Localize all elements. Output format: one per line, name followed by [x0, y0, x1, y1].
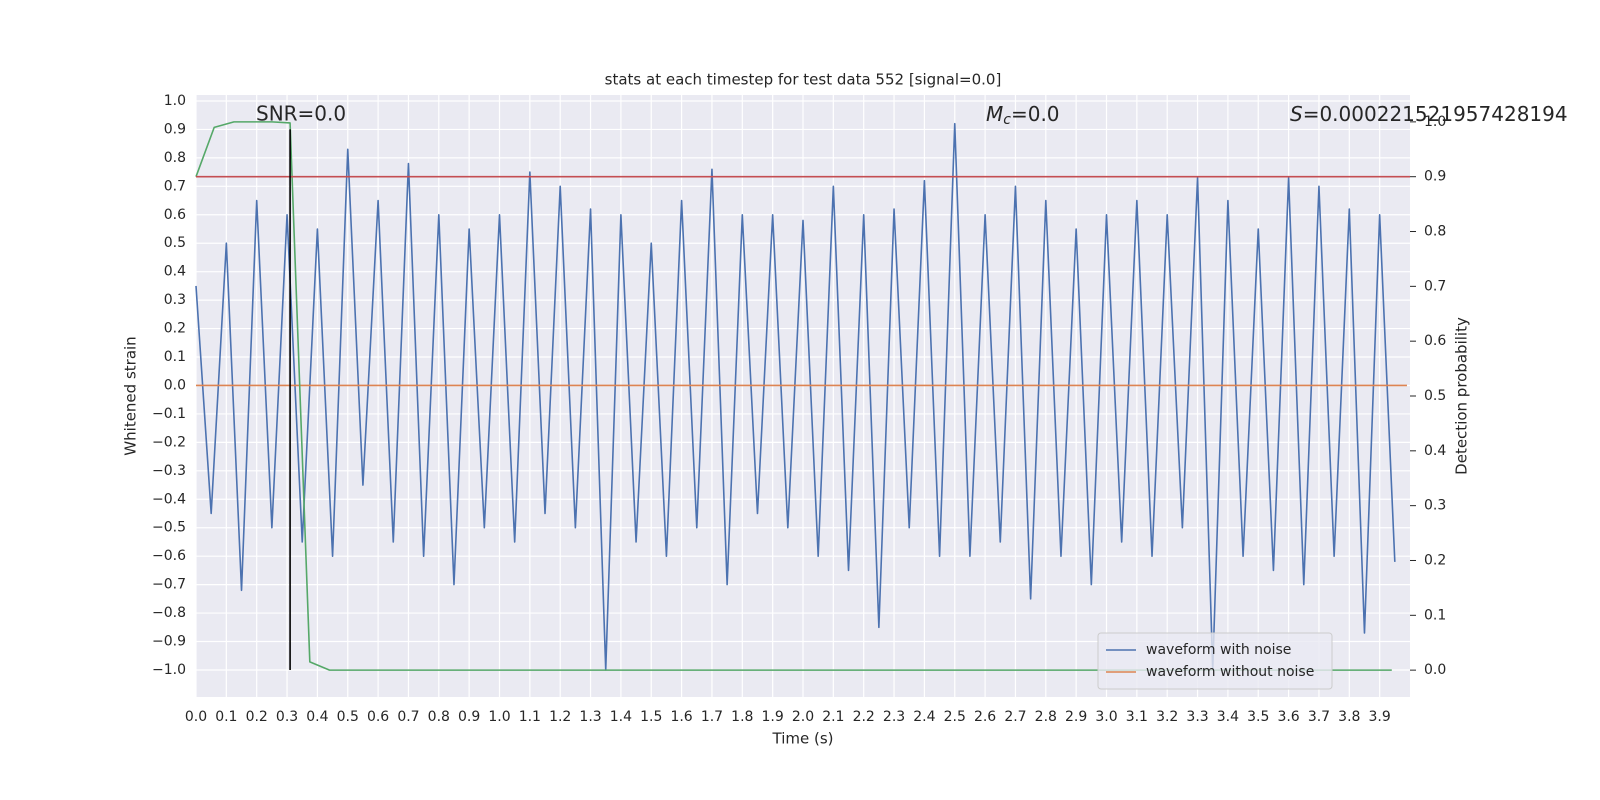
- x-tick-label: 0.4: [306, 709, 328, 725]
- x-tick-label: 1.2: [549, 709, 571, 725]
- x-tick-label: 2.1: [822, 709, 844, 725]
- y-tick-label: −0.4: [152, 491, 186, 507]
- y-tick-label: −0.1: [152, 406, 186, 422]
- x-tick-label: 2.2: [853, 709, 875, 725]
- x-tick-label: 3.8: [1338, 709, 1360, 725]
- x-tick-label: 0.2: [246, 709, 268, 725]
- y2-tick-label: 0.4: [1424, 443, 1446, 459]
- x-tick-label: 0.8: [428, 709, 450, 725]
- y2-tick-label: 0.2: [1424, 552, 1446, 568]
- y-tick-label: 0.6: [164, 207, 186, 223]
- x-tick-label: 1.4: [610, 709, 632, 725]
- y-tick-label: 0.1: [164, 349, 186, 365]
- annotation-part: =0.000221521957428194: [1303, 102, 1568, 126]
- x-tick-label: 0.6: [367, 709, 389, 725]
- annotation-part: =0.0: [1011, 102, 1060, 126]
- x-tick-label: 3.0: [1095, 709, 1117, 725]
- x-tick-label: 3.5: [1247, 709, 1269, 725]
- y2-tick-label: 0.7: [1424, 278, 1446, 294]
- x-tick-label: 1.7: [701, 709, 723, 725]
- y-tick-label: −0.7: [152, 577, 186, 593]
- series-line: [195, 122, 1396, 671]
- y-tick-label: 0.7: [164, 178, 186, 194]
- y2-tick-label: 0.8: [1424, 224, 1446, 240]
- x-tick-label: 1.3: [579, 709, 601, 725]
- series-line: [195, 121, 1392, 671]
- x-tick-label: 0.3: [276, 709, 298, 725]
- y-tick-label: −0.2: [152, 434, 186, 450]
- y-tick-label: 0.8: [164, 150, 186, 166]
- y2-tick-label: 0.5: [1424, 388, 1446, 404]
- x-tick-label: 0.1: [215, 709, 237, 725]
- x-tick-label: 3.1: [1126, 709, 1148, 725]
- y-tick-label: 0.0: [164, 377, 186, 393]
- annotation: S=0.000221521957428194: [1290, 102, 1568, 126]
- x-tick-label: 1.5: [640, 709, 662, 725]
- annotation: Mc=0.0: [986, 102, 1060, 129]
- y2-tick-label: 0.6: [1424, 333, 1446, 349]
- x-tick-label: 3.6: [1277, 709, 1299, 725]
- x-tick-label: 2.8: [1035, 709, 1057, 725]
- annotation-part: M: [986, 102, 1003, 126]
- x-tick-label: 0.9: [458, 709, 480, 725]
- x-tick-label: 3.4: [1217, 709, 1239, 725]
- x-tick-label: 1.0: [488, 709, 510, 725]
- y2-tick-label: 0.9: [1424, 169, 1446, 185]
- y-tick-label: 0.5: [164, 235, 186, 251]
- chart-title: stats at each timestep for test data 552…: [605, 71, 1002, 89]
- y-tick-label: 1.0: [164, 93, 186, 109]
- y2-axis-label: Detection probability: [1453, 317, 1471, 475]
- y2-tick-label: 0.0: [1424, 662, 1446, 678]
- x-tick-label: 2.9: [1065, 709, 1087, 725]
- x-tick-label: 2.6: [974, 709, 996, 725]
- y-tick-label: −0.8: [152, 605, 186, 621]
- legend-box: [1097, 632, 1333, 690]
- x-tick-label: 3.2: [1156, 709, 1178, 725]
- x-axis-label: Time (s): [772, 730, 834, 748]
- y-tick-label: 0.3: [164, 292, 186, 308]
- y-tick-label: −0.5: [152, 520, 186, 536]
- x-tick-label: 0.7: [397, 709, 419, 725]
- x-tick-label: 1.8: [731, 709, 753, 725]
- x-tick-label: 3.9: [1369, 709, 1391, 725]
- y2-tick-label: 0.1: [1424, 607, 1446, 623]
- y-tick-label: 0.9: [164, 121, 186, 137]
- y-tick-label: −1.0: [152, 662, 186, 678]
- y-tick-label: −0.9: [152, 634, 186, 650]
- legend-label: waveform with noise: [1146, 642, 1291, 658]
- x-tick-label: 3.7: [1308, 709, 1330, 725]
- y-axis-label: Whitened strain: [122, 336, 140, 455]
- y-tick-label: 0.2: [164, 321, 186, 337]
- annotation-part: c: [1003, 112, 1011, 128]
- x-tick-label: 2.5: [944, 709, 966, 725]
- y2-tick-label: 0.3: [1424, 498, 1446, 514]
- y-tick-label: −0.3: [152, 463, 186, 479]
- x-tick-label: 0.0: [185, 709, 207, 725]
- x-tick-label: 1.1: [519, 709, 541, 725]
- y-tick-label: −0.6: [152, 548, 186, 564]
- x-tick-label: 3.3: [1186, 709, 1208, 725]
- x-tick-label: 0.5: [337, 709, 359, 725]
- x-tick-label: 2.7: [1004, 709, 1026, 725]
- x-tick-label: 2.0: [792, 709, 814, 725]
- plot-lines: [195, 121, 1410, 671]
- legend-label: waveform without noise: [1146, 664, 1314, 680]
- x-tick-label: 1.9: [762, 709, 784, 725]
- x-tick-label: 2.3: [883, 709, 905, 725]
- grid: [195, 95, 1410, 697]
- y2-tick-label: 1.0: [1424, 114, 1446, 130]
- x-tick-label: 2.4: [913, 709, 935, 725]
- annotation: SNR=0.0: [256, 102, 346, 126]
- x-tick-label: 1.6: [670, 709, 692, 725]
- annotation-part: S: [1290, 102, 1303, 126]
- y-tick-label: 0.4: [164, 264, 186, 280]
